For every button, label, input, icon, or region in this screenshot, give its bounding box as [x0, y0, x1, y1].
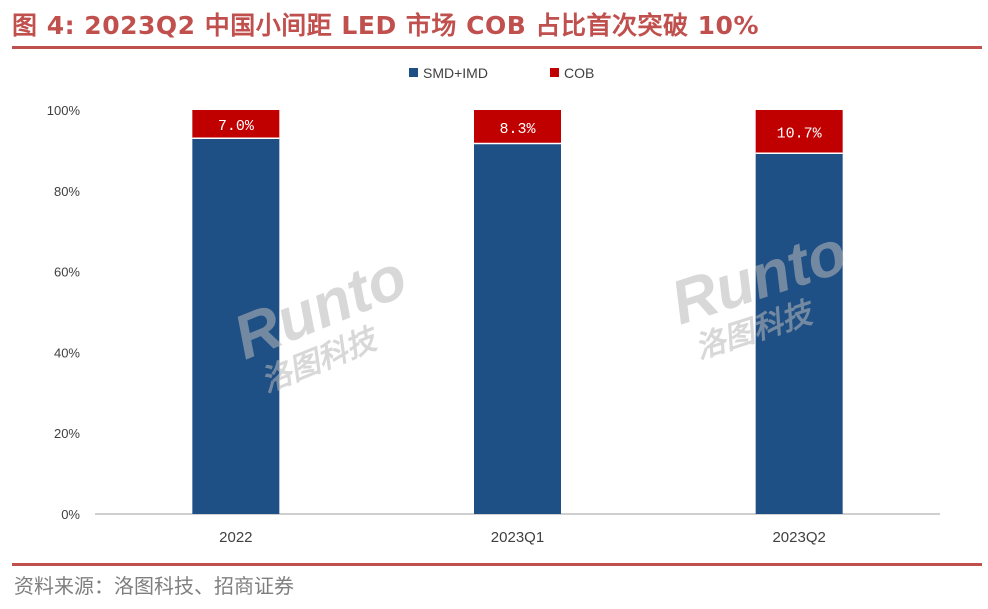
bar-cob	[192, 110, 280, 139]
data-label-cob: 10.7%	[777, 126, 823, 143]
title-rule	[12, 46, 982, 49]
y-tick-label: 40%	[54, 345, 80, 360]
bar-cob	[755, 110, 843, 154]
legend-label-smd-imd: SMD+IMD	[423, 65, 488, 81]
y-axis: 0% 20% 40% 60% 80% 100%	[47, 103, 81, 522]
source-note: 资料来源：洛图科技、招商证券	[14, 574, 294, 598]
source-rule	[12, 563, 982, 566]
legend: SMD+IMD COB	[409, 65, 594, 81]
y-tick-label: 80%	[54, 184, 80, 199]
legend-swatch-smd-imd	[409, 68, 418, 77]
bar-smd-imd	[192, 138, 280, 514]
x-tick-label: 2023Q1	[491, 529, 544, 546]
legend-label-cob: COB	[564, 65, 594, 81]
legend-swatch-cob	[550, 68, 559, 77]
bars: 7.0% 8.3% 10.7%	[192, 110, 843, 515]
y-tick-label: 20%	[54, 426, 80, 441]
bar-smd-imd	[755, 153, 843, 514]
y-tick-label: 60%	[54, 265, 80, 280]
bar-cob	[474, 110, 561, 144]
figure-title: 图 4: 2023Q2 中国小间距 LED 市场 COB 占比首次突破 10%	[12, 11, 760, 40]
x-axis: 2022 2023Q1 2023Q2	[219, 529, 826, 546]
y-tick-label: 0%	[61, 507, 80, 522]
y-tick-label: 100%	[47, 103, 81, 118]
bar-smd-imd	[474, 143, 561, 515]
data-label-cob: 7.0%	[218, 118, 255, 135]
data-label-cob: 8.3%	[499, 121, 536, 138]
x-tick-label: 2022	[219, 529, 252, 546]
x-tick-label: 2023Q2	[772, 529, 825, 546]
